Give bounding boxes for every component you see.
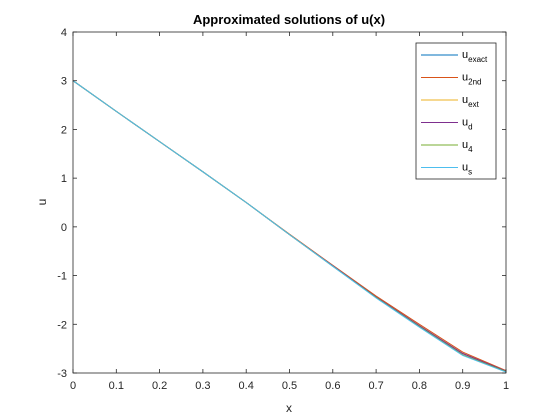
chart-title: Approximated solutions of u(x) [193,12,385,27]
series-line-s [72,80,507,373]
legend-box [415,42,497,180]
x-tick-label: 0.4 [239,380,254,392]
legend-label-s: us [462,162,472,177]
legend-label-2nd: u2nd [462,72,481,87]
x-tick-label: 0.9 [455,380,470,392]
x-axis-label: x [286,401,292,415]
x-tick-label: 1 [503,380,509,392]
x-tick-label: 0.7 [368,380,383,392]
x-tick-label: 0.6 [325,380,340,392]
x-tick-label: 0.8 [412,380,427,392]
series-layer [72,80,507,373]
y-tick-label: -1 [57,271,67,283]
legend-label-exact: uexact [462,49,488,64]
x-tick-label: 0.5 [282,380,297,392]
x-tick-label: 0 [70,380,76,392]
ticks-layer: 0 0.1 0.2 0.3 0.4 0.5 0.6 0.7 0.8 0.9 1 -3 -2 -1 0 1 2 3 4 [57,27,509,392]
x-tick-label: 0.1 [109,380,124,392]
y-tick-label: 2 [61,124,67,136]
y-axis-label: u [35,199,49,206]
y-tick-label: -2 [57,319,67,331]
legend: uexact u2nd uext ud u4 us [415,42,497,180]
legend-label-d: ud [462,117,473,132]
legend-label-ext: uext [462,94,480,109]
legend-label-4: u4 [462,139,473,154]
y-tick-label: 4 [61,27,67,39]
y-tick-label: 0 [61,222,67,234]
x-tick-label: 0.3 [195,380,210,392]
y-tick-label: 3 [61,76,67,88]
y-tick-label: 1 [61,173,67,185]
y-tick-label: -3 [57,368,67,380]
x-tick-label: 0.2 [152,380,167,392]
